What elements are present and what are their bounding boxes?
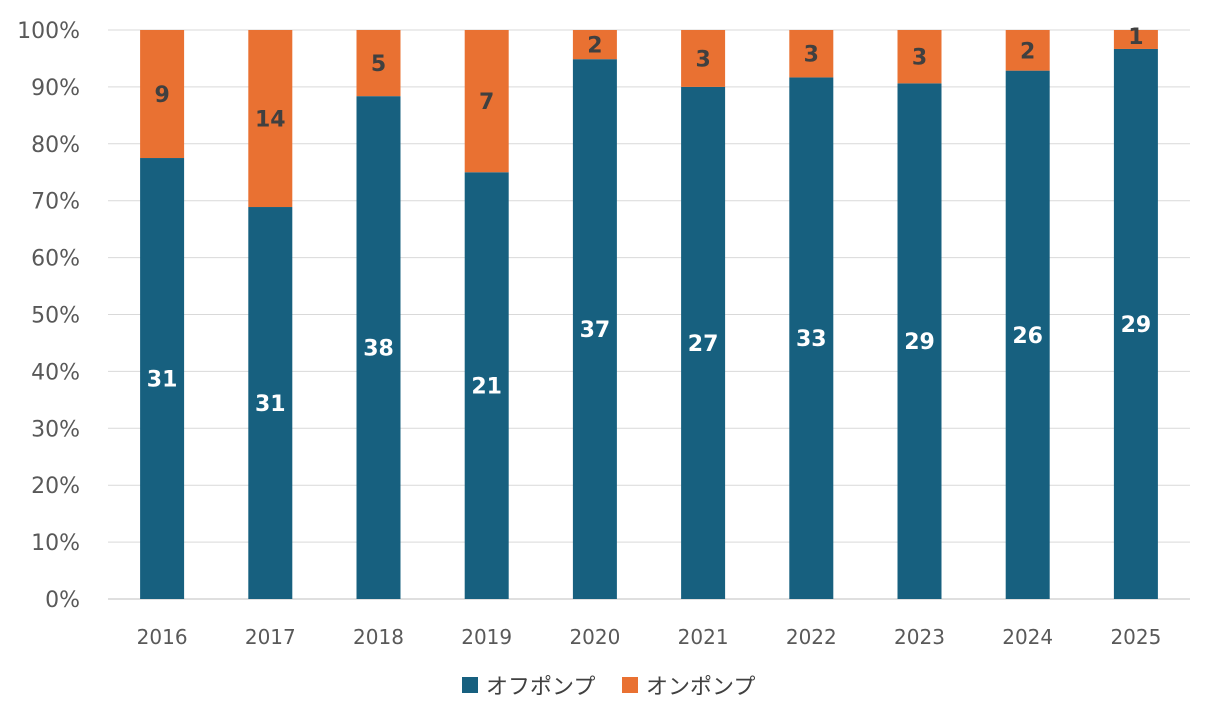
data-label: 38 [363, 337, 394, 362]
legend-label: オフポンプ [486, 675, 595, 700]
x-tick-label: 2024 [1002, 625, 1053, 649]
data-label: 7 [479, 90, 494, 115]
bar-on-pump-2022 [789, 30, 834, 78]
data-label: 3 [912, 46, 927, 71]
data-label: 29 [904, 330, 935, 355]
bar-on-pump-2016 [140, 30, 185, 159]
bar-off-pump-2018 [356, 96, 401, 600]
y-tick-label: 60% [31, 247, 80, 272]
x-tick-label: 2019 [461, 625, 512, 649]
bar-off-pump-2024 [1005, 70, 1050, 599]
legend-swatch [462, 677, 478, 693]
data-label: 21 [471, 375, 502, 400]
data-label: 33 [796, 327, 827, 352]
x-tick-label: 2021 [678, 625, 729, 649]
bar-off-pump-2016 [140, 158, 185, 599]
data-label: 27 [688, 332, 719, 357]
x-tick-label: 2022 [786, 625, 837, 649]
bar-on-pump-2021 [681, 30, 726, 87]
data-label: 26 [1012, 324, 1043, 349]
data-label: 1 [1128, 25, 1143, 50]
y-tick-label: 90% [31, 76, 80, 101]
y-tick-label: 0% [45, 588, 80, 613]
x-tick-label: 2023 [894, 625, 945, 649]
y-tick-label: 100% [17, 19, 80, 44]
y-tick-label: 80% [31, 133, 80, 158]
y-tick-label: 30% [31, 417, 80, 442]
data-label: 2 [587, 34, 602, 59]
bar-on-pump-2025 [1113, 30, 1158, 49]
bar-on-pump-2020 [572, 30, 617, 60]
y-tick-label: 20% [31, 474, 80, 499]
y-tick-label: 50% [31, 304, 80, 329]
data-label: 29 [1121, 313, 1152, 338]
data-label: 31 [147, 368, 178, 393]
x-tick-label: 2025 [1110, 625, 1161, 649]
bar-on-pump-2024 [1005, 30, 1050, 71]
y-tick-label: 70% [31, 190, 80, 215]
bar-off-pump-2023 [897, 83, 942, 599]
y-tick-label: 10% [31, 531, 80, 556]
data-label: 31 [255, 392, 286, 417]
data-label: 2 [1020, 39, 1035, 64]
x-tick-label: 2018 [353, 625, 404, 649]
x-tick-label: 2016 [137, 625, 188, 649]
x-tick-label: 2020 [569, 625, 620, 649]
data-label: 37 [580, 318, 611, 343]
bar-off-pump-2020 [572, 59, 617, 599]
y-tick-label: 40% [31, 360, 80, 385]
x-tick-label: 2017 [245, 625, 296, 649]
bar-off-pump-2022 [789, 77, 834, 599]
bar-on-pump-2023 [897, 30, 942, 84]
bar-off-pump-2025 [1113, 48, 1158, 599]
data-label: 9 [154, 83, 169, 108]
legend-swatch [622, 677, 638, 693]
bar-off-pump-2019 [464, 172, 509, 599]
data-label: 3 [804, 43, 819, 68]
data-label: 14 [255, 108, 286, 133]
bar-on-pump-2017 [248, 30, 293, 208]
legend-label: オンポンプ [646, 675, 755, 700]
bar-on-pump-2018 [356, 30, 401, 97]
bar-off-pump-2017 [248, 207, 293, 599]
bar-off-pump-2021 [681, 86, 726, 599]
data-label: 5 [371, 52, 386, 77]
data-label: 3 [695, 47, 710, 72]
bar-on-pump-2019 [464, 30, 509, 173]
